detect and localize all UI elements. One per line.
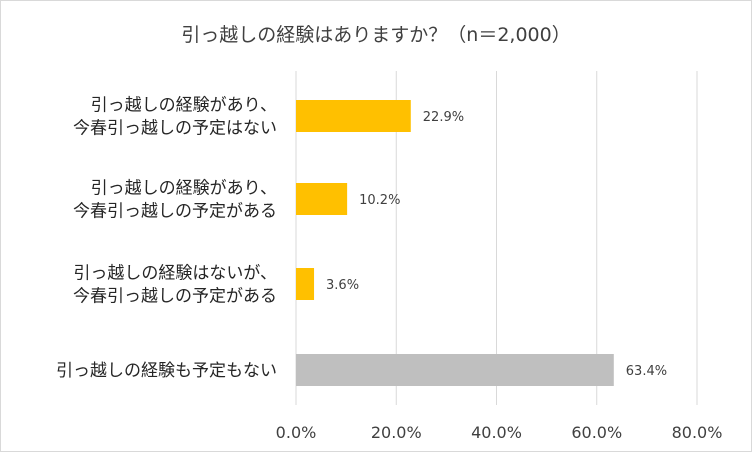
- bar: [296, 100, 411, 132]
- x-tick-label: 20.0%: [371, 423, 422, 442]
- category-label: 引っ越しの経験があり、: [91, 179, 277, 199]
- data-label: 63.4%: [626, 364, 667, 379]
- x-tick-label: 0.0%: [276, 423, 317, 442]
- category-label: 今春引っ越しの予定はない: [73, 119, 277, 139]
- category-label: 引っ越しの経験があり、: [91, 96, 277, 116]
- category-label: 今春引っ越しの予定がある: [73, 202, 277, 222]
- bar: [296, 268, 315, 300]
- data-label: 10.2%: [359, 193, 400, 208]
- data-label: 22.9%: [423, 110, 464, 125]
- data-label: 3.6%: [326, 278, 359, 293]
- category-label: 引っ越しの経験はないが、: [73, 264, 277, 284]
- x-tick-label: 60.0%: [571, 423, 622, 442]
- bar: [296, 354, 614, 386]
- category-label: 引っ越しの経験も予定もない: [56, 361, 277, 381]
- x-tick-label: 40.0%: [471, 423, 522, 442]
- category-label: 今春引っ越しの予定がある: [73, 287, 277, 307]
- chart-title: 引っ越しの経験はありますか？（n＝2,000）: [181, 24, 570, 46]
- x-tick-label: 80.0%: [672, 423, 723, 442]
- bar: [296, 183, 348, 215]
